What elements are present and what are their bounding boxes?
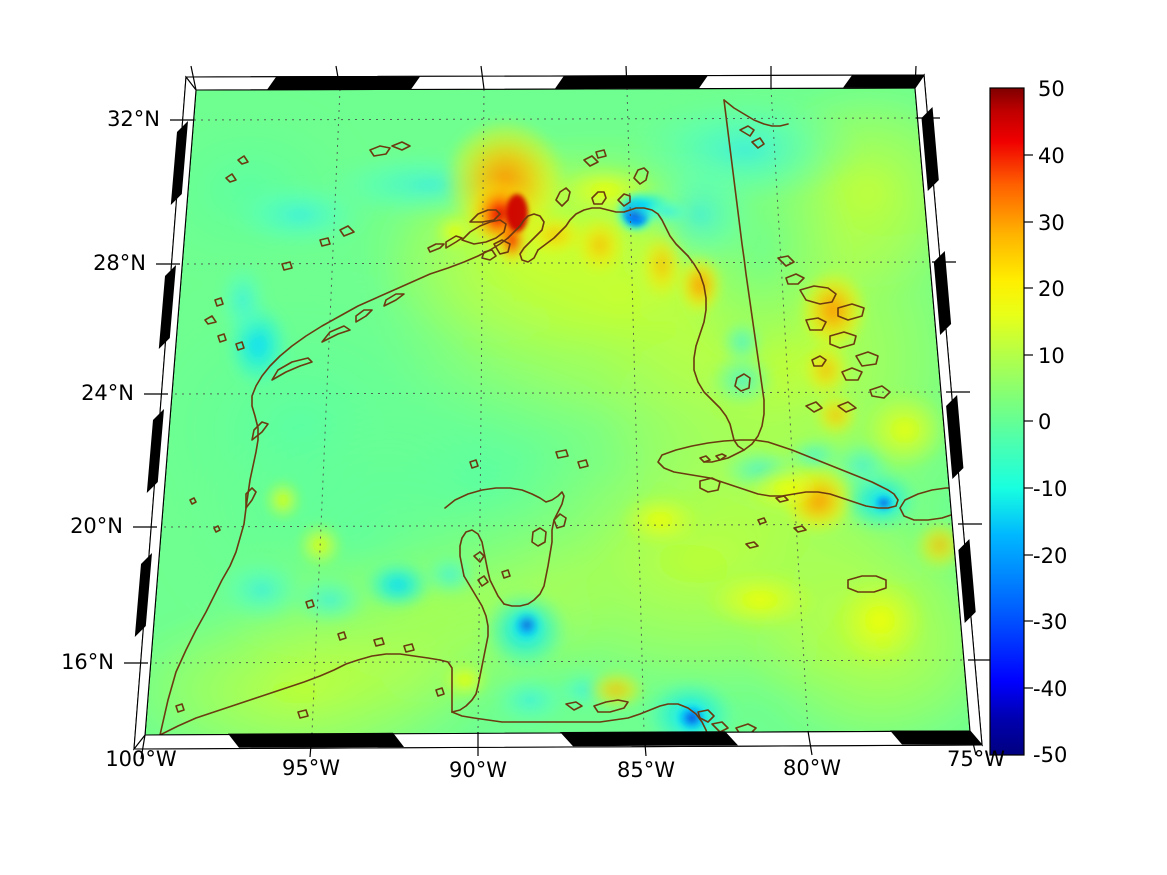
lon-tick-label-80W: 80°W — [783, 756, 841, 780]
coastlines — [159, 99, 969, 735]
colorbar-label-10: 10 — [1038, 344, 1065, 368]
scalar-field — [145, 88, 970, 735]
lat-tick-label-20N: 20°N — [70, 514, 123, 538]
colorbar — [989, 87, 1033, 756]
lat-tick-label-16N: 16°N — [61, 650, 114, 674]
lon-tick-label-90W: 90°W — [449, 758, 507, 782]
colorbar-label--50: -50 — [1033, 743, 1068, 767]
map-frame — [124, 65, 992, 760]
lon-tick-label-85W: 85°W — [617, 758, 675, 782]
colorbar-label--20: -20 — [1033, 544, 1068, 568]
colorbar-label--30: -30 — [1033, 610, 1068, 634]
lat-tick-label-24N: 24°N — [81, 381, 134, 405]
colorbar-label-50: 50 — [1038, 77, 1065, 101]
colorbar-label--40: -40 — [1033, 677, 1068, 701]
colorbar-label-0: 0 — [1038, 410, 1052, 434]
lon-tick-label-95W: 95°W — [282, 756, 340, 780]
lat-tick-label-28N: 28°N — [93, 251, 146, 275]
lat-tick-label-32N: 32°N — [107, 107, 160, 131]
lon-tick-label-75W: 75°W — [947, 747, 1005, 771]
colorbar-label-30: 30 — [1038, 211, 1065, 235]
colorbar-label-40: 40 — [1038, 144, 1065, 168]
colorbar-label--10: -10 — [1033, 477, 1068, 501]
colorbar-ticks — [1024, 154, 1033, 689]
colorbar-label-20: 20 — [1038, 277, 1065, 301]
lon-tick-label-100W: 100°W — [105, 747, 177, 771]
